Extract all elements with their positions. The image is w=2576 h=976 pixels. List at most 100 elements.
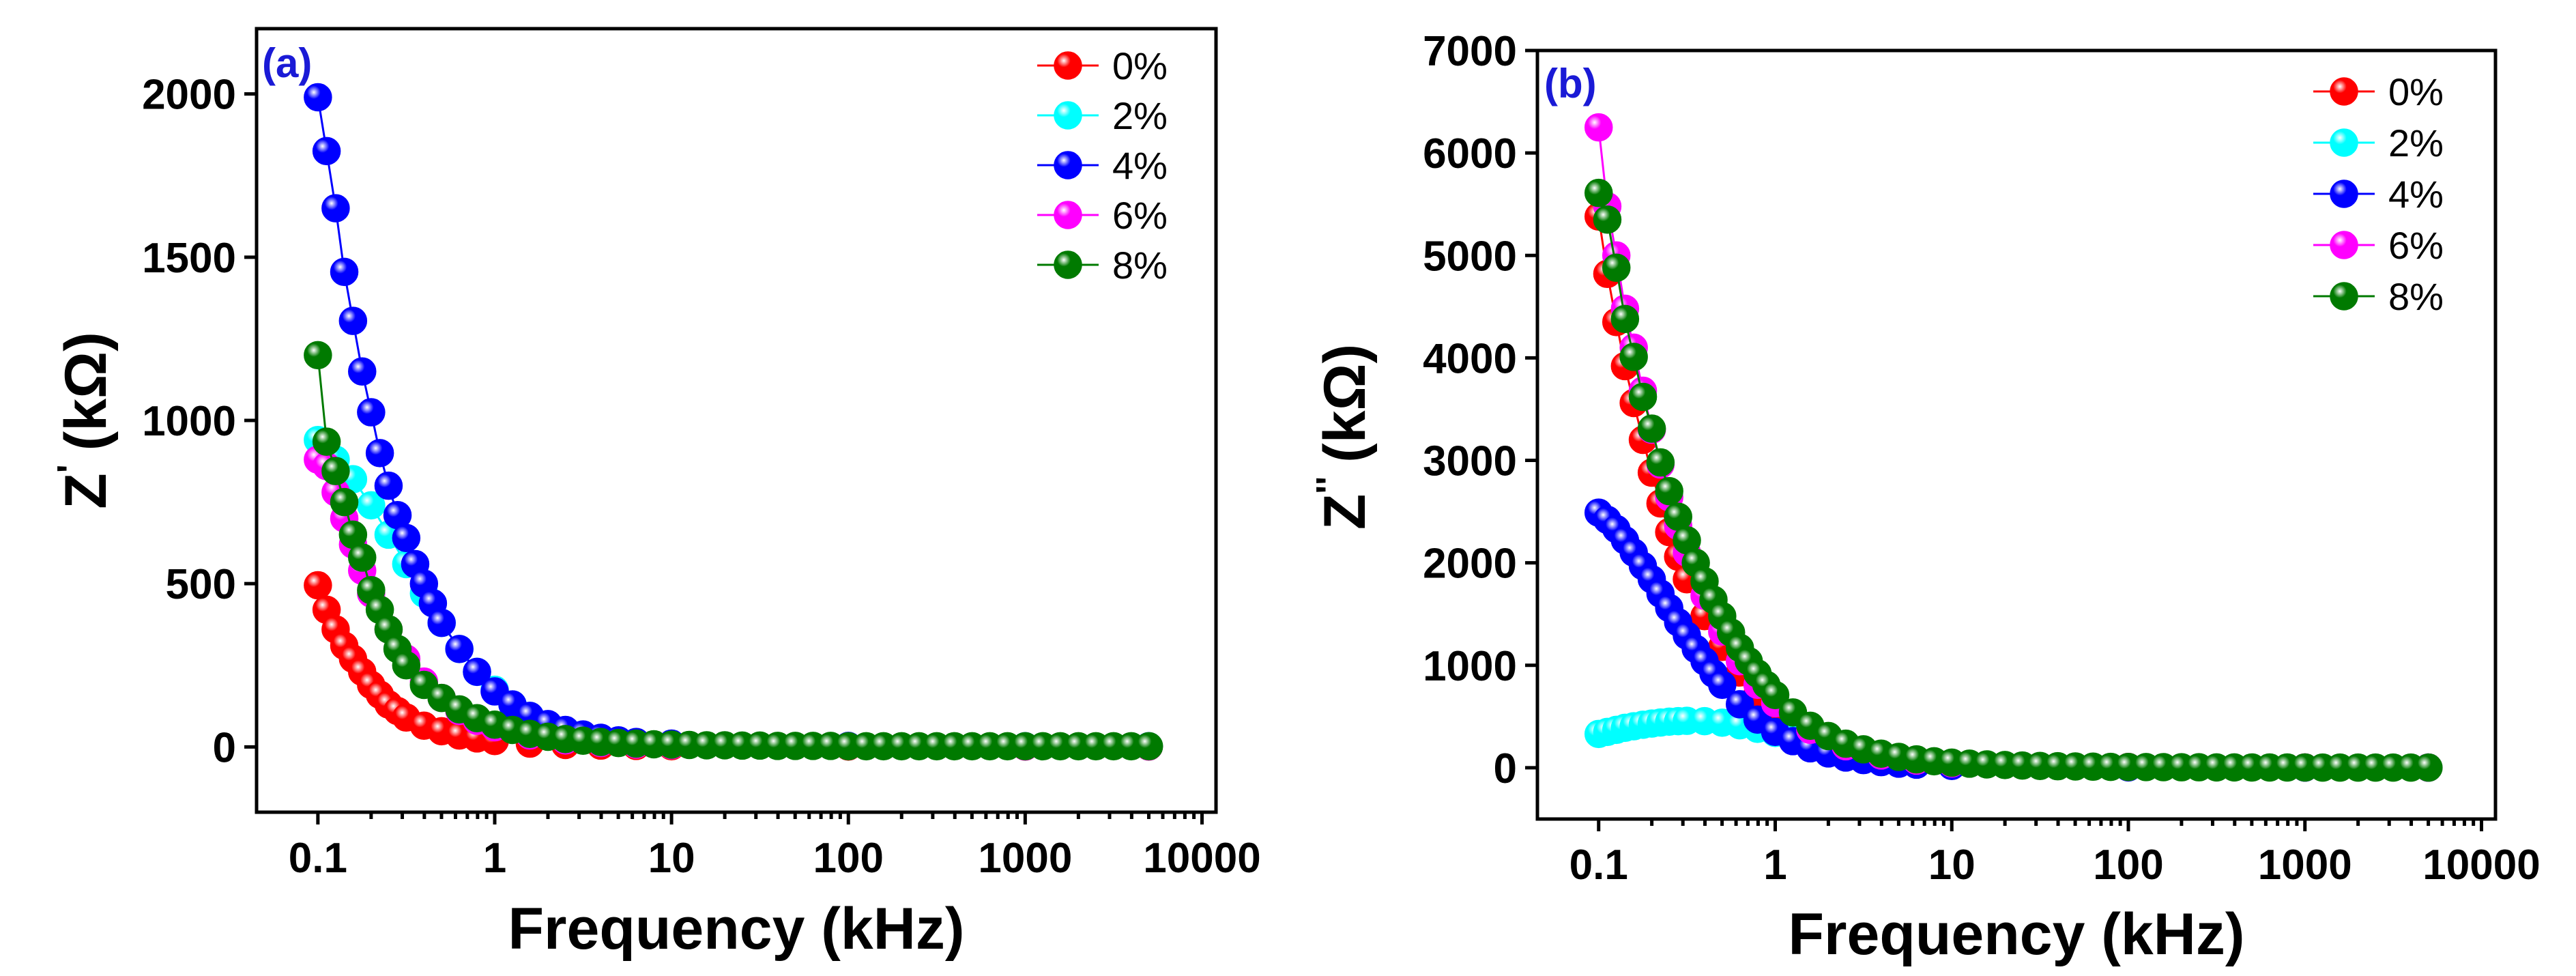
legend-marker xyxy=(2330,77,2358,106)
data-point xyxy=(1646,448,1675,477)
data-point xyxy=(1761,680,1790,710)
x-tick-label: 10000 xyxy=(1143,835,1260,882)
data-point xyxy=(312,137,341,166)
x-tick-label: 100 xyxy=(2093,842,2163,889)
data-point xyxy=(1655,476,1683,506)
data-point xyxy=(1593,205,1622,234)
y-tick-label: 1000 xyxy=(1423,643,1517,690)
x-tick-label: 10 xyxy=(648,835,695,882)
data-point xyxy=(1708,670,1737,700)
data-point xyxy=(445,635,474,663)
legend-label: 4% xyxy=(1112,144,1168,187)
panel-a: 0.1 1 10 100 1000 10000 0 500 1000 1500 2000 0% 2%… xyxy=(50,27,1261,962)
x-tick-label: 0.1 xyxy=(1569,842,1628,889)
data-point xyxy=(321,457,350,485)
data-point xyxy=(2414,753,2443,782)
panel-label-b: (b) xyxy=(1544,61,1597,106)
y-axis-unit-b: (kΩ) xyxy=(1312,344,1378,463)
legend-label: 0% xyxy=(1112,44,1168,87)
y-tick-label: 5000 xyxy=(1423,233,1517,280)
x-tick-label: 1000 xyxy=(978,835,1072,882)
svg-text:Z''(kΩ): Z'' (kΩ) xyxy=(1309,344,1378,530)
y-tick-label: 6000 xyxy=(1423,130,1517,177)
legend-label: 2% xyxy=(1112,94,1168,137)
y-tick-label: 0 xyxy=(1494,745,1517,792)
legend-label: 6% xyxy=(2388,224,2444,267)
y-tick-label: 7000 xyxy=(1423,28,1517,75)
series-b xyxy=(1584,113,2443,782)
data-point xyxy=(374,471,403,500)
data-point xyxy=(304,83,332,112)
y-axis-unit-a: (kΩ) xyxy=(53,332,119,450)
data-point xyxy=(1584,113,1613,142)
x-axis-title-b: Frequency (kHz) xyxy=(1788,902,2244,967)
data-point xyxy=(304,341,332,370)
data-point xyxy=(427,608,456,637)
y-tick-label: 500 xyxy=(166,561,236,608)
data-point xyxy=(348,357,377,386)
x-tick-label: 10 xyxy=(1928,842,1976,889)
series-8pct xyxy=(304,341,1163,761)
legend-marker xyxy=(1054,151,1082,180)
data-point xyxy=(330,487,359,517)
y-tick-label: 2000 xyxy=(142,72,236,119)
data-point xyxy=(338,306,368,335)
y-axis-title-a: Z' (kΩ) xyxy=(50,332,119,508)
panel-b: 0.1 1 10 100 1000 10000 0 1000 2000 3000 4000 5000… xyxy=(1309,28,2541,967)
y-axis-prime-a: ' xyxy=(50,464,91,473)
data-point xyxy=(321,194,350,223)
y-axis-symbol-b: Z xyxy=(1312,494,1378,530)
data-point xyxy=(1134,732,1163,761)
series-4pct xyxy=(304,83,1163,761)
x-ticks-a: 0.1 1 10 100 1000 10000 xyxy=(289,812,1261,882)
y-axis-title-b: Z'' (kΩ) xyxy=(1309,344,1378,530)
y-tick-label: 4000 xyxy=(1423,335,1517,382)
y-tick-label: 3000 xyxy=(1423,438,1517,485)
legend-marker xyxy=(1054,250,1082,279)
y-tick-label: 1000 xyxy=(142,398,236,445)
data-point xyxy=(365,439,394,468)
x-tick-label: 1 xyxy=(1763,842,1786,889)
data-point xyxy=(1628,382,1658,412)
x-tick-label: 100 xyxy=(813,835,884,882)
x-axis-title-a: Frequency (kHz) xyxy=(508,896,964,962)
plot-frame-b xyxy=(1535,48,2498,821)
data-point xyxy=(1584,178,1613,207)
series-a xyxy=(304,83,1163,761)
data-point xyxy=(312,427,341,456)
data-point xyxy=(1637,414,1666,443)
legend-label: 0% xyxy=(2388,70,2444,113)
y-tick-label: 1500 xyxy=(142,235,236,282)
y-ticks-b: 0 1000 2000 3000 4000 5000 6000 7000 xyxy=(1423,28,1537,792)
y-ticks-a: 0 500 1000 1500 2000 xyxy=(142,72,257,771)
x-tick-label: 1000 xyxy=(2258,842,2352,889)
data-point xyxy=(357,398,386,427)
y-tick-label: 0 xyxy=(213,724,236,771)
legend-marker xyxy=(2330,180,2358,208)
plot-frame-a xyxy=(255,27,1218,814)
y-axis-symbol-a: Z xyxy=(53,473,119,509)
legend-b: 0% 2% 4% 6% 8% xyxy=(2313,70,2444,318)
x-ticks-b: 0.1 1 10 100 1000 10000 xyxy=(1569,819,2541,889)
series-8pct xyxy=(1584,178,2443,782)
legend-marker xyxy=(1054,101,1082,130)
panel-label-a: (a) xyxy=(262,40,312,86)
svg-text:Z'(kΩ): Z' (kΩ) xyxy=(50,332,119,508)
series-line xyxy=(317,97,1149,747)
x-tick-label: 10000 xyxy=(2422,842,2540,889)
data-point xyxy=(348,543,377,572)
legend-label: 8% xyxy=(2388,275,2444,318)
legend-a: 0% 2% 4% 6% 8% xyxy=(1037,44,1168,287)
y-axis-double-prime-b: '' xyxy=(1309,476,1350,494)
legend-label: 4% xyxy=(2388,173,2444,216)
data-point xyxy=(1619,343,1648,371)
data-point xyxy=(463,657,491,687)
legend-marker xyxy=(2330,128,2358,157)
data-point xyxy=(1610,304,1640,334)
legend-marker xyxy=(1054,51,1082,80)
legend-label: 8% xyxy=(1112,244,1168,287)
data-point xyxy=(392,651,421,680)
legend-marker xyxy=(2330,231,2358,259)
x-tick-label: 0.1 xyxy=(289,835,347,882)
